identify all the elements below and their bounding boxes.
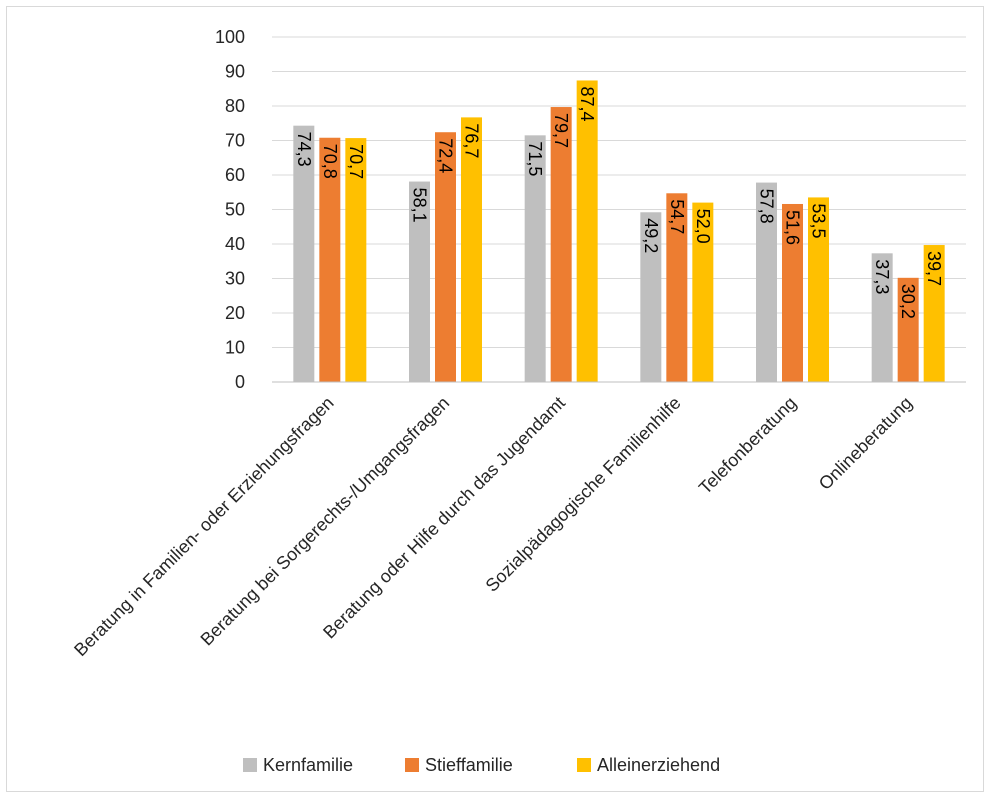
y-tick-label: 100 — [215, 27, 245, 47]
bar-alleinerziehend — [808, 197, 829, 382]
data-label: 72,4 — [436, 138, 456, 173]
x-axis-category-labels: Beratung in Familien- oder Erziehungsfra… — [70, 393, 916, 660]
data-label: 49,2 — [641, 218, 661, 253]
bar-stieffamilie — [319, 137, 341, 382]
gridlines — [272, 36, 966, 348]
data-labels: 74,3 70,8 70,7 58,1 72,4 76,7 71,5 79,7 87,4 49,2… — [294, 86, 944, 318]
data-label: 30,2 — [898, 284, 918, 319]
y-tick-label: 10 — [225, 338, 245, 358]
y-tick-label: 40 — [225, 234, 245, 254]
data-label: 74,3 — [294, 132, 314, 167]
bar-stieffamilie — [550, 107, 572, 382]
x-category-label: Onlineberatung — [815, 393, 916, 494]
data-label: 39,7 — [924, 251, 944, 286]
data-label: 87,4 — [577, 86, 597, 121]
data-label: 71,5 — [525, 141, 545, 176]
legend-swatch — [243, 758, 257, 772]
legend-swatch — [577, 758, 591, 772]
x-category-label: Beratung bei Sorgerechts-/Umgangsfragen — [197, 393, 454, 650]
bar-stieffamilie — [782, 203, 803, 382]
bar-alleinerziehend — [576, 80, 598, 382]
chart-frame — [6, 6, 984, 792]
bars — [293, 80, 945, 382]
x-category-label: Telefonberatung — [695, 393, 800, 498]
data-label: 53,5 — [809, 203, 829, 238]
data-label: 51,6 — [783, 210, 803, 245]
data-label: 52,0 — [693, 209, 713, 244]
legend-label: Alleinerziehend — [597, 755, 720, 775]
x-category-label: Beratung in Familien- oder Erziehungsfra… — [70, 393, 337, 660]
legend-label: Kernfamilie — [263, 755, 353, 775]
bar-alleinerziehend — [692, 202, 714, 382]
bar-stieffamilie — [435, 132, 456, 382]
bar-kernfamilie — [871, 253, 893, 382]
legend-swatch — [405, 758, 419, 772]
legend-label: Stieffamilie — [425, 755, 513, 775]
y-tick-label: 30 — [225, 269, 245, 289]
y-tick-label: 60 — [225, 165, 245, 185]
bar-alleinerziehend — [923, 245, 945, 382]
bar-alleinerziehend — [461, 117, 482, 382]
data-label: 54,7 — [667, 199, 687, 234]
legend: Kernfamilie Stieffamilie Alleinerziehend — [243, 755, 720, 775]
bar-stieffamilie — [897, 277, 919, 382]
bar-kernfamilie — [524, 135, 546, 382]
bar-kernfamilie — [640, 212, 662, 382]
y-tick-label: 0 — [235, 372, 245, 392]
y-tick-label: 90 — [225, 62, 245, 82]
y-tick-label: 20 — [225, 303, 245, 323]
y-tick-label: 70 — [225, 131, 245, 151]
data-label: 57,8 — [757, 189, 777, 224]
bar-alleinerziehend — [345, 138, 367, 382]
x-category-label: Beratung oder Hilfe durch das Jugendamt — [319, 393, 569, 643]
data-label: 70,7 — [346, 144, 366, 179]
data-label: 70,8 — [320, 144, 340, 179]
bar-kernfamilie — [293, 125, 315, 382]
y-tick-label: 50 — [225, 200, 245, 220]
data-label: 37,3 — [872, 259, 892, 294]
data-label: 58,1 — [410, 188, 430, 223]
y-tick-label: 80 — [225, 96, 245, 116]
data-label: 76,7 — [462, 123, 482, 158]
x-category-label: Sozialpädagogische Familienhilfe — [482, 393, 685, 596]
bar-kernfamilie — [409, 181, 430, 382]
y-axis-ticks: 0 10 20 30 40 50 60 70 80 90 100 — [215, 27, 245, 392]
bar-stieffamilie — [666, 193, 688, 382]
bar-kernfamilie — [756, 182, 777, 382]
data-label: 79,7 — [551, 113, 571, 148]
